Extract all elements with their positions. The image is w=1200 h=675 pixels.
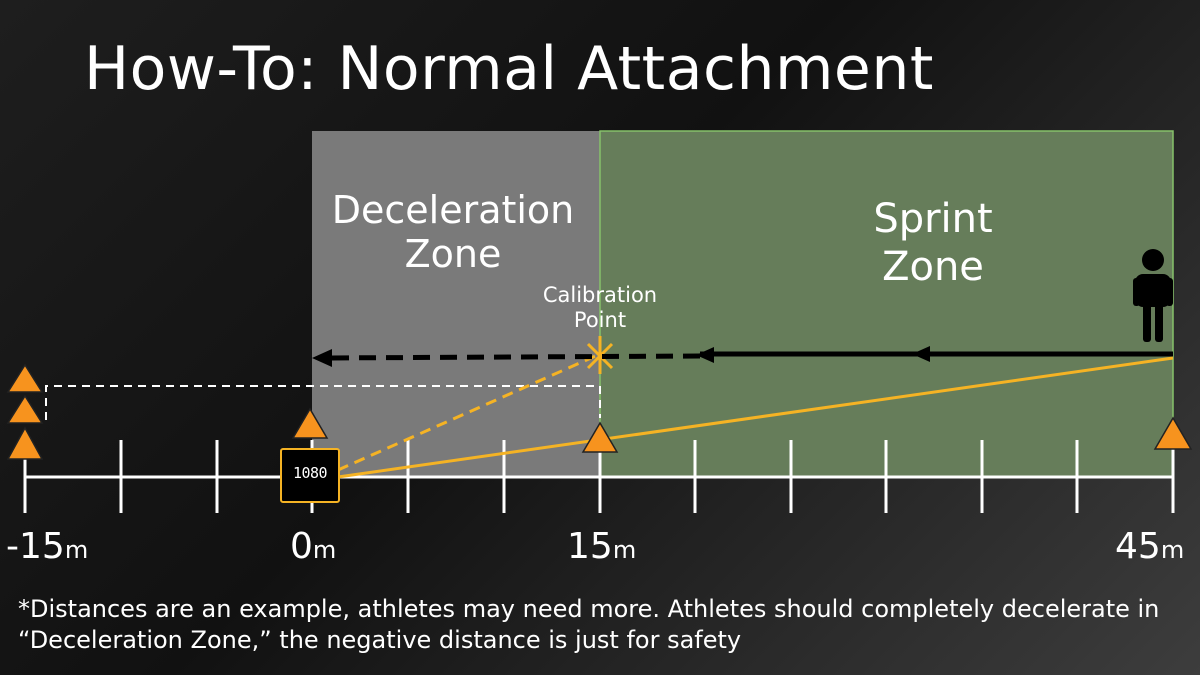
axis-value: 45 [1115,526,1161,567]
page-title: How-To: Normal Attachment [84,34,934,104]
traffic-cone-icon [6,426,44,460]
footnote: *Distances are an example, athletes may … [18,595,1160,654]
safety-path [45,385,601,420]
axis-label-45: 45m [1115,526,1184,567]
run-direction-arrow [312,346,1173,367]
axis-unit: m [64,536,89,564]
calibration-point-label: Calibration Point [542,283,658,332]
axis-label-15: 15m [567,526,636,567]
sprint-zone-label: Sprint Zone [873,196,993,290]
traffic-cone-icon [6,363,44,393]
calibration-line [337,352,601,472]
cable-line [337,356,1174,479]
traffic-cone-icon [1153,416,1193,450]
axis-unit: m [612,536,637,564]
traffic-cone-icon [291,407,329,439]
axis-label-0: 0m [290,526,336,567]
deceleration-zone-label: Deceleration Zone [331,188,575,276]
calibration-point-marker [586,336,614,374]
device-1080-box [280,448,340,503]
device-label: 1080 [292,464,328,482]
axis-unit: m [312,536,337,564]
axis-unit: m [1160,536,1185,564]
axis-label-neg15: -15m [6,526,88,567]
traffic-cone-icon [581,421,619,453]
axis-value: 15 [567,526,613,567]
axis-value: 0 [290,526,313,567]
traffic-cone-icon [6,394,44,424]
axis-value: -15 [6,526,65,567]
sprint-zone [599,130,1174,478]
person-icon [1133,249,1173,342]
